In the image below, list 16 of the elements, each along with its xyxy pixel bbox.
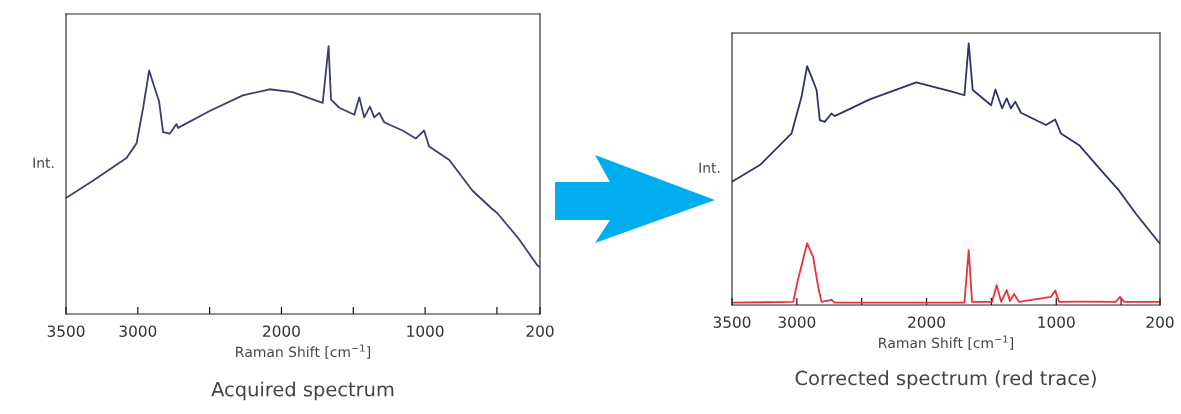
text: Corrected spectrum (red trace) [795,370,1096,390]
x-tick-label: 1000 [1038,316,1075,328]
x-tick-label: 1000 [407,325,444,337]
y-axis-title: Int. [33,157,54,168]
x-tick-label: 3000 [119,325,157,337]
x-tick-label: 2000 [263,325,300,337]
x-axis-title: Raman Shift [cm$^{−1}$] [879,335,1014,350]
x-tick-label: 3000 [778,316,816,328]
y-axis-title: Int. [699,162,720,173]
x-tick-label: 3500 [713,316,751,328]
x-tick-label: 2000 [908,316,945,328]
text: Acquired spectrum [211,381,394,401]
x-tick-label: 200 [526,325,554,337]
x-tick-label: 200 [1146,316,1174,328]
x-tick-label: 3500 [47,325,85,337]
x-axis-title: Raman Shift [cm$^{−1}$] [236,344,371,359]
